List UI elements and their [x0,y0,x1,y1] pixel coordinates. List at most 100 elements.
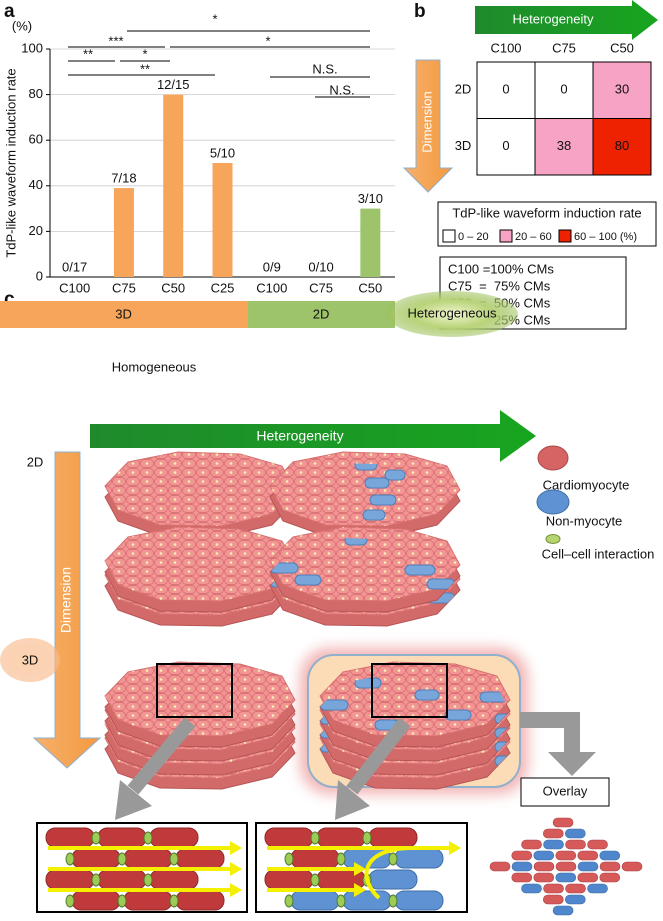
cardiomyocyte [97,827,147,848]
row-label: 2D [27,454,44,469]
legend-icon [545,534,561,544]
conduction-arrow [364,846,444,900]
cell [592,118,652,176]
panel-label: b [414,1,426,22]
junction [336,894,346,908]
data-label: 3/10 [358,191,383,206]
non-myocyte [364,477,390,489]
legend-swatch [558,229,572,243]
arrow [402,59,454,193]
junction [91,831,101,845]
ellipse [0,638,60,682]
heatmap: Heterogeneity Dimension C100 C75 C50 2D 0 0 30 3D… [402,0,658,330]
legend-label: Cell–cell interaction [542,546,655,561]
legend-label: Non-myocyte [546,513,623,528]
significance-label: *** [108,33,123,48]
cardiomyocyte [599,861,621,872]
group-label: 2D [313,306,330,321]
cardiomyocyte [533,872,555,883]
tissue-texture [105,452,295,526]
data-label: 0/9 [263,259,281,274]
conduction-arrow [230,883,242,897]
significance-label: ** [83,46,93,61]
arrow-label: Heterogeneity [256,428,343,444]
non-myocyte [414,689,440,701]
cardiomyocyte [577,850,599,861]
junction [65,852,75,866]
legend-box [437,201,657,247]
arrow [127,717,196,795]
arrow [520,712,596,776]
non-myocyte [599,850,621,861]
arrow-label: Heterogeneity [513,11,594,26]
conduction-arrow [354,862,366,876]
cell [534,118,594,176]
conduction-arrow [230,862,242,876]
non-myocyte [394,890,444,911]
bar [360,208,381,277]
cardiomyocyte [511,872,533,883]
non-myocyte [511,861,533,872]
cardiomyocyte [511,850,533,861]
cell-value: 0 [502,82,509,97]
legend-title: TdP-like waveform induction rate [452,205,641,220]
conduction-arrow [354,883,366,897]
non-myocyte [344,538,368,546]
non-myocyte [577,861,599,872]
cell-value: 38 [557,138,571,153]
y-tick-label: 0 [36,268,43,283]
junction [143,831,153,845]
group-label: 3D [115,306,132,321]
non-myocyte [290,890,340,911]
junction [117,852,127,866]
junction [169,852,179,866]
cardiomyocyte [97,869,147,890]
label: Overlay [543,783,588,798]
cardiomyocyte [45,827,95,848]
non-myocyte [444,709,472,721]
junction [143,873,153,887]
x-tick-label: C25 [211,280,235,295]
y-tick-label: 60 [29,132,43,147]
non-myocyte [270,562,299,574]
cardiomyocyte [565,883,586,894]
non-myocyte [565,894,586,905]
arrow [115,780,152,820]
cardiomyocyte [555,861,577,872]
junction [169,894,179,908]
panel-label: a [4,1,15,22]
significance-label: * [212,11,217,26]
y-unit: (%) [12,18,32,33]
label: Homogeneous [112,359,197,374]
bar [163,94,184,277]
tissues [104,451,511,790]
cardiomyocyte [533,861,555,872]
non-myocyte [294,574,322,586]
cardiomyocyte [621,861,643,872]
non-myocyte [354,677,382,689]
legend-icon [536,489,570,515]
group-band [247,301,395,328]
y-tick-label: 20 [29,223,43,238]
non-myocyte [404,564,436,576]
cell-value: 0 [502,138,509,153]
x-tick-label: C100 [59,280,90,295]
arrow [335,780,370,820]
x-tick-label: C75 [309,280,333,295]
bar [212,163,233,277]
significance-label: N.S. [329,82,354,97]
legend-swatch [499,229,513,243]
data-label: 0/10 [308,259,333,274]
arrow-label: Dimension [58,567,74,633]
cell-chain [264,827,461,911]
non-myocyte [354,463,378,471]
panel-label: c [4,289,15,310]
definition: C100 =100% CMs [448,261,554,276]
non-myocyte [552,905,574,916]
non-myocyte [342,890,392,911]
arrow [90,410,536,462]
x-tick-label: C75 [112,280,136,295]
y-tick-label: 80 [29,86,43,101]
y-tick-label: 100 [21,40,43,55]
